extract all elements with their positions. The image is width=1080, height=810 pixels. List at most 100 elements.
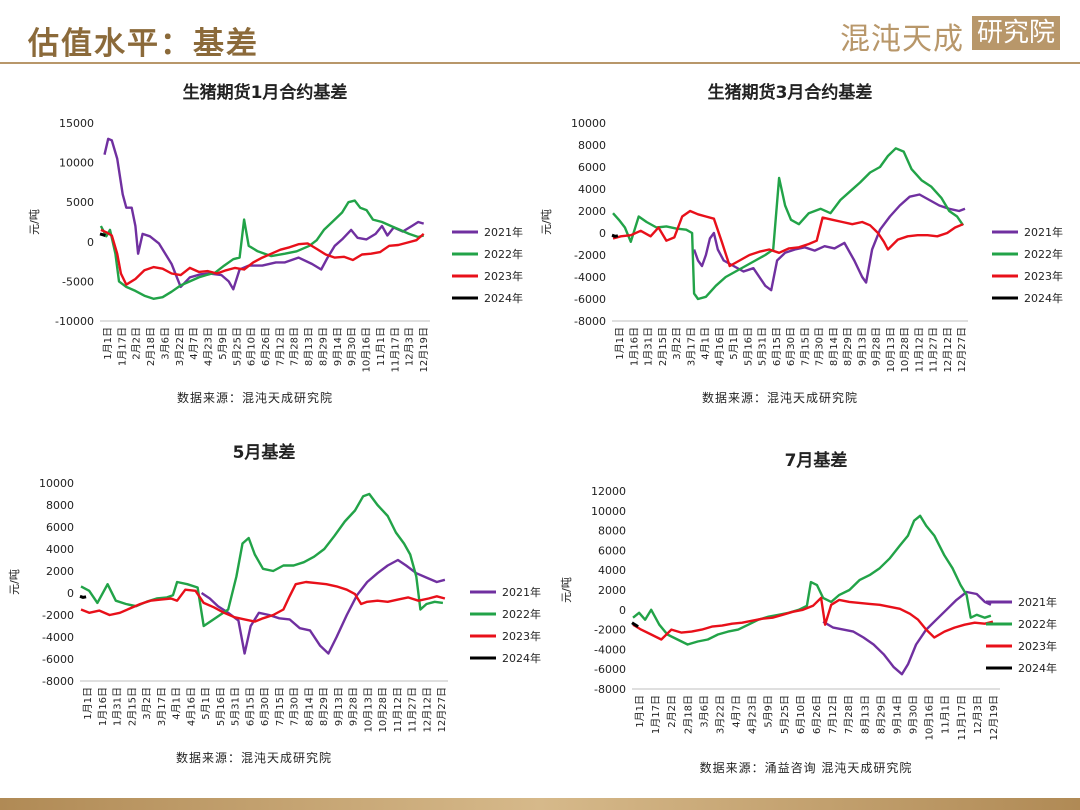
- x-tick-label: 12月12日: [421, 687, 433, 732]
- x-tick-label: 12月19日: [988, 695, 1000, 740]
- x-tick-label: 3月22日: [174, 327, 186, 366]
- x-tick-label: 4月23日: [747, 695, 759, 734]
- chart-svg: 5月基差 10000 8000 6000 4000 2000 0 -2000 -4000 -600…: [8, 442, 541, 765]
- chart-mar-contract-basis: 生猪期货3月合约基差 10000 8000 6000 4000 2000 0 -2000 -40…: [540, 70, 1080, 410]
- x-tick-label: 2月18日: [682, 695, 694, 734]
- y-tick-label: 10000: [59, 157, 94, 170]
- x-tick-label: 5月9日: [763, 695, 775, 728]
- x-tick-label: 12月3日: [972, 695, 984, 734]
- chart-source: 数据来源：混沌天成研究院: [176, 750, 332, 765]
- x-tick-label: 12月27日: [436, 687, 448, 732]
- x-tick-label: 4月7日: [188, 327, 200, 360]
- chart-title: 7月基差: [785, 450, 848, 471]
- legend-label: 2022年: [502, 607, 541, 621]
- chart-svg: 生猪期货3月合约基差 10000 8000 6000 4000 2000 0 -2000 -40…: [540, 82, 1063, 405]
- x-tick-label: 8月14日: [828, 327, 840, 366]
- x-tick-label: 5月16日: [215, 687, 227, 726]
- x-tick-label: 6月30日: [259, 687, 271, 726]
- y-axis-label: 元/吨: [8, 569, 21, 595]
- y-axis-label: 元/吨: [560, 577, 573, 603]
- series-line-2024: [631, 621, 639, 628]
- page-title: 估值水平：基差: [28, 26, 259, 62]
- y-tick-label: 8000: [578, 139, 606, 152]
- x-tick-label: 1月1日: [634, 695, 646, 728]
- y-tick-label: 2000: [578, 205, 606, 218]
- y-axis-label: 元/吨: [28, 209, 41, 235]
- chart-may-basis: 5月基差 10000 8000 6000 4000 2000 0 -2000 -4000 -600…: [0, 430, 541, 770]
- x-tick-label: 9月13日: [333, 687, 345, 726]
- x-tick-label: 5月25日: [779, 695, 791, 734]
- chart-source: 数据来源：混沌天成研究院: [177, 390, 333, 405]
- y-axis-label: 元/吨: [540, 209, 553, 235]
- x-tick-label: 3月6日: [159, 327, 171, 360]
- y-tick-label: 6000: [598, 544, 626, 557]
- x-tick-label: 12月19日: [418, 327, 430, 372]
- x-tick-label: 9月30日: [346, 327, 358, 366]
- x-tick-label: 11月27日: [407, 687, 419, 732]
- chart-jul-basis: 7月基差 12000 10000 8000 6000 4000 2000 0 -2000 -400…: [540, 440, 1080, 780]
- legend-label: 2024年: [1018, 661, 1057, 675]
- y-tick-label: -8000: [594, 683, 626, 696]
- x-tick-label: 4月23日: [203, 327, 215, 366]
- x-tick-label: 1月16日: [628, 327, 640, 366]
- legend-label: 2021年: [484, 225, 523, 239]
- y-tick-label: -2000: [574, 249, 606, 262]
- x-tick-label: 1月31日: [643, 327, 655, 366]
- y-tick-label: 10000: [39, 477, 74, 490]
- legend-label: 2021年: [1018, 595, 1057, 609]
- x-tick-label: 3月17日: [685, 327, 697, 366]
- chart-svg: 7月基差 12000 10000 8000 6000 4000 2000 0 -2000 -400…: [560, 450, 1057, 775]
- brand-logo: 混沌天成 研究院: [840, 14, 1060, 57]
- x-tick-label: 5月31日: [230, 687, 242, 726]
- y-tick-label: 4000: [578, 183, 606, 196]
- logo-text: 混沌天成: [840, 22, 964, 57]
- x-tick-label: 7月28日: [289, 327, 301, 366]
- legend-label: 2024年: [1024, 291, 1063, 305]
- x-tick-label: 10月13日: [362, 687, 374, 732]
- legend-label: 2024年: [502, 651, 541, 665]
- y-tick-label: 4000: [46, 543, 74, 556]
- y-tick-label: 4000: [598, 564, 626, 577]
- series-line-2023: [100, 228, 425, 286]
- legend-label: 2023年: [1018, 639, 1057, 653]
- series-line-2022: [99, 199, 425, 300]
- x-tick-label: 7月12日: [274, 327, 286, 366]
- y-tick-label: -4000: [42, 631, 74, 644]
- y-tick-label: 10000: [571, 117, 606, 130]
- header-divider: [0, 62, 1080, 64]
- series-line-2024: [99, 232, 106, 237]
- x-tick-label: 4月7日: [731, 695, 743, 728]
- x-tick-label: 6月15日: [771, 327, 783, 366]
- x-tick-label: 7月15日: [799, 327, 811, 366]
- chart-source: 数据来源：涌益咨询 混沌天成研究院: [700, 760, 913, 775]
- y-tick-label: 0: [67, 587, 74, 600]
- x-tick-label: 7月30日: [814, 327, 826, 366]
- x-tick-label: 4月16日: [185, 687, 197, 726]
- x-tick-label: 4月1日: [700, 327, 712, 360]
- series-line-2021: [822, 590, 992, 676]
- x-tick-label: 8月29日: [875, 695, 887, 734]
- x-tick-label: 11月1日: [940, 695, 952, 734]
- x-tick-label: 5月1日: [200, 687, 212, 720]
- x-tick-label: 8月29日: [318, 687, 330, 726]
- logo-box: 研究院: [972, 16, 1060, 50]
- series-line-2021: [103, 137, 425, 291]
- y-tick-label: -2000: [42, 609, 74, 622]
- x-tick-label: 1月31日: [112, 687, 124, 726]
- series-line-2021: [200, 558, 446, 655]
- x-tick-label: 3月22日: [714, 695, 726, 734]
- x-tick-label: 9月30日: [908, 695, 920, 734]
- y-tick-label: 5000: [66, 196, 94, 209]
- x-tick-label: 7月30日: [289, 687, 301, 726]
- x-tick-label: 7月28日: [843, 695, 855, 734]
- x-tick-label: 7月12日: [827, 695, 839, 734]
- x-tick-label: 11月17日: [956, 695, 968, 740]
- x-tick-label: 5月16日: [742, 327, 754, 366]
- series-line-2024: [611, 233, 619, 238]
- y-tick-label: -6000: [42, 653, 74, 666]
- x-tick-label: 11月12日: [392, 687, 404, 732]
- x-tick-label: 6月30日: [785, 327, 797, 366]
- series-line-2022: [612, 147, 965, 301]
- x-tick-label: 3月2日: [671, 327, 683, 360]
- x-tick-label: 6月26日: [811, 695, 823, 734]
